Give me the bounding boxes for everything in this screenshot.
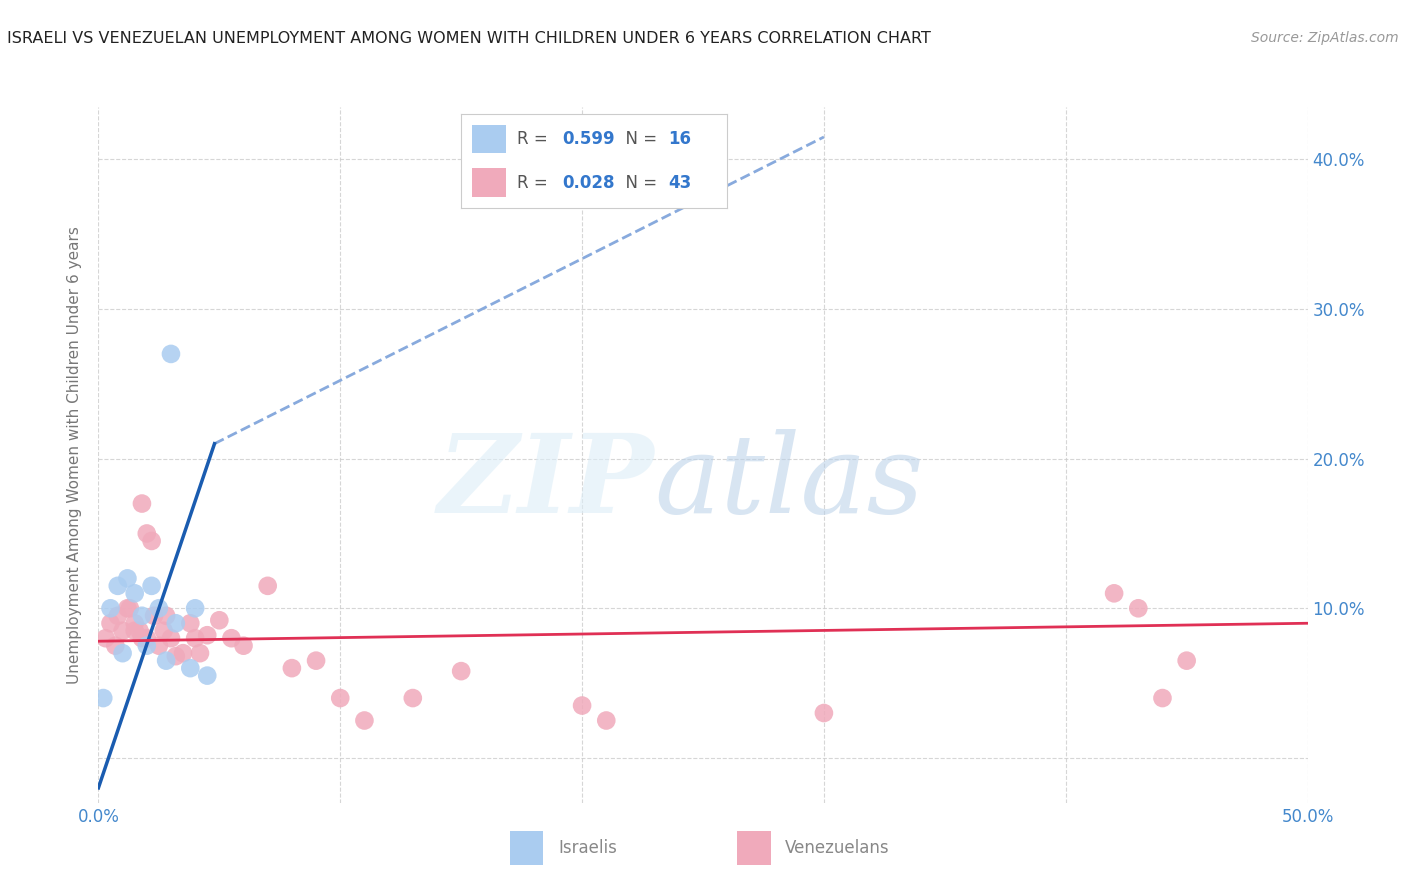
Point bbox=[135, 639, 157, 653]
Point bbox=[281, 661, 304, 675]
Point bbox=[91, 691, 114, 706]
Text: atlas: atlas bbox=[655, 429, 924, 536]
Point bbox=[117, 571, 139, 585]
Point bbox=[124, 586, 146, 600]
Point bbox=[131, 608, 153, 623]
Point bbox=[402, 691, 425, 706]
Point bbox=[1128, 601, 1150, 615]
Point bbox=[104, 639, 127, 653]
Point bbox=[100, 601, 122, 615]
Point bbox=[188, 646, 211, 660]
Point bbox=[195, 668, 218, 682]
Point bbox=[124, 624, 146, 638]
Point bbox=[118, 601, 141, 615]
Point bbox=[124, 616, 146, 631]
Point bbox=[135, 526, 157, 541]
Point bbox=[155, 608, 177, 623]
Point bbox=[329, 691, 352, 706]
Point bbox=[160, 347, 183, 361]
Text: Source: ZipAtlas.com: Source: ZipAtlas.com bbox=[1251, 31, 1399, 45]
Point bbox=[195, 628, 218, 642]
Point bbox=[165, 649, 187, 664]
Point bbox=[232, 639, 254, 653]
Text: ISRAELI VS VENEZUELAN UNEMPLOYMENT AMONG WOMEN WITH CHILDREN UNDER 6 YEARS CORRE: ISRAELI VS VENEZUELAN UNEMPLOYMENT AMONG… bbox=[7, 31, 931, 46]
Point bbox=[221, 631, 243, 645]
Point bbox=[131, 631, 153, 645]
Point bbox=[100, 616, 122, 631]
Point bbox=[184, 601, 207, 615]
Point bbox=[135, 631, 157, 645]
Point bbox=[353, 714, 375, 728]
Point bbox=[179, 616, 201, 631]
Point bbox=[595, 714, 617, 728]
Point bbox=[143, 608, 166, 623]
Point bbox=[1102, 586, 1125, 600]
Point bbox=[1175, 654, 1198, 668]
Point bbox=[179, 661, 201, 675]
Point bbox=[305, 654, 328, 668]
Point bbox=[131, 497, 153, 511]
Point bbox=[94, 631, 117, 645]
Point bbox=[128, 624, 150, 638]
Point bbox=[1152, 691, 1174, 706]
Point bbox=[117, 601, 139, 615]
Point bbox=[571, 698, 593, 713]
Y-axis label: Unemployment Among Women with Children Under 6 years: Unemployment Among Women with Children U… bbox=[67, 226, 83, 684]
Point bbox=[172, 646, 194, 660]
Point bbox=[155, 654, 177, 668]
Point bbox=[256, 579, 278, 593]
Point bbox=[152, 624, 174, 638]
Point bbox=[165, 616, 187, 631]
Point bbox=[148, 639, 170, 653]
Point bbox=[208, 613, 231, 627]
Point bbox=[111, 624, 134, 638]
Point bbox=[184, 631, 207, 645]
Point bbox=[450, 664, 472, 678]
Point bbox=[148, 601, 170, 615]
Point bbox=[160, 631, 183, 645]
Point bbox=[107, 579, 129, 593]
Point bbox=[141, 533, 163, 548]
Point bbox=[107, 608, 129, 623]
Point bbox=[813, 706, 835, 720]
Point bbox=[111, 646, 134, 660]
Point bbox=[141, 579, 163, 593]
Text: ZIP: ZIP bbox=[439, 429, 655, 536]
